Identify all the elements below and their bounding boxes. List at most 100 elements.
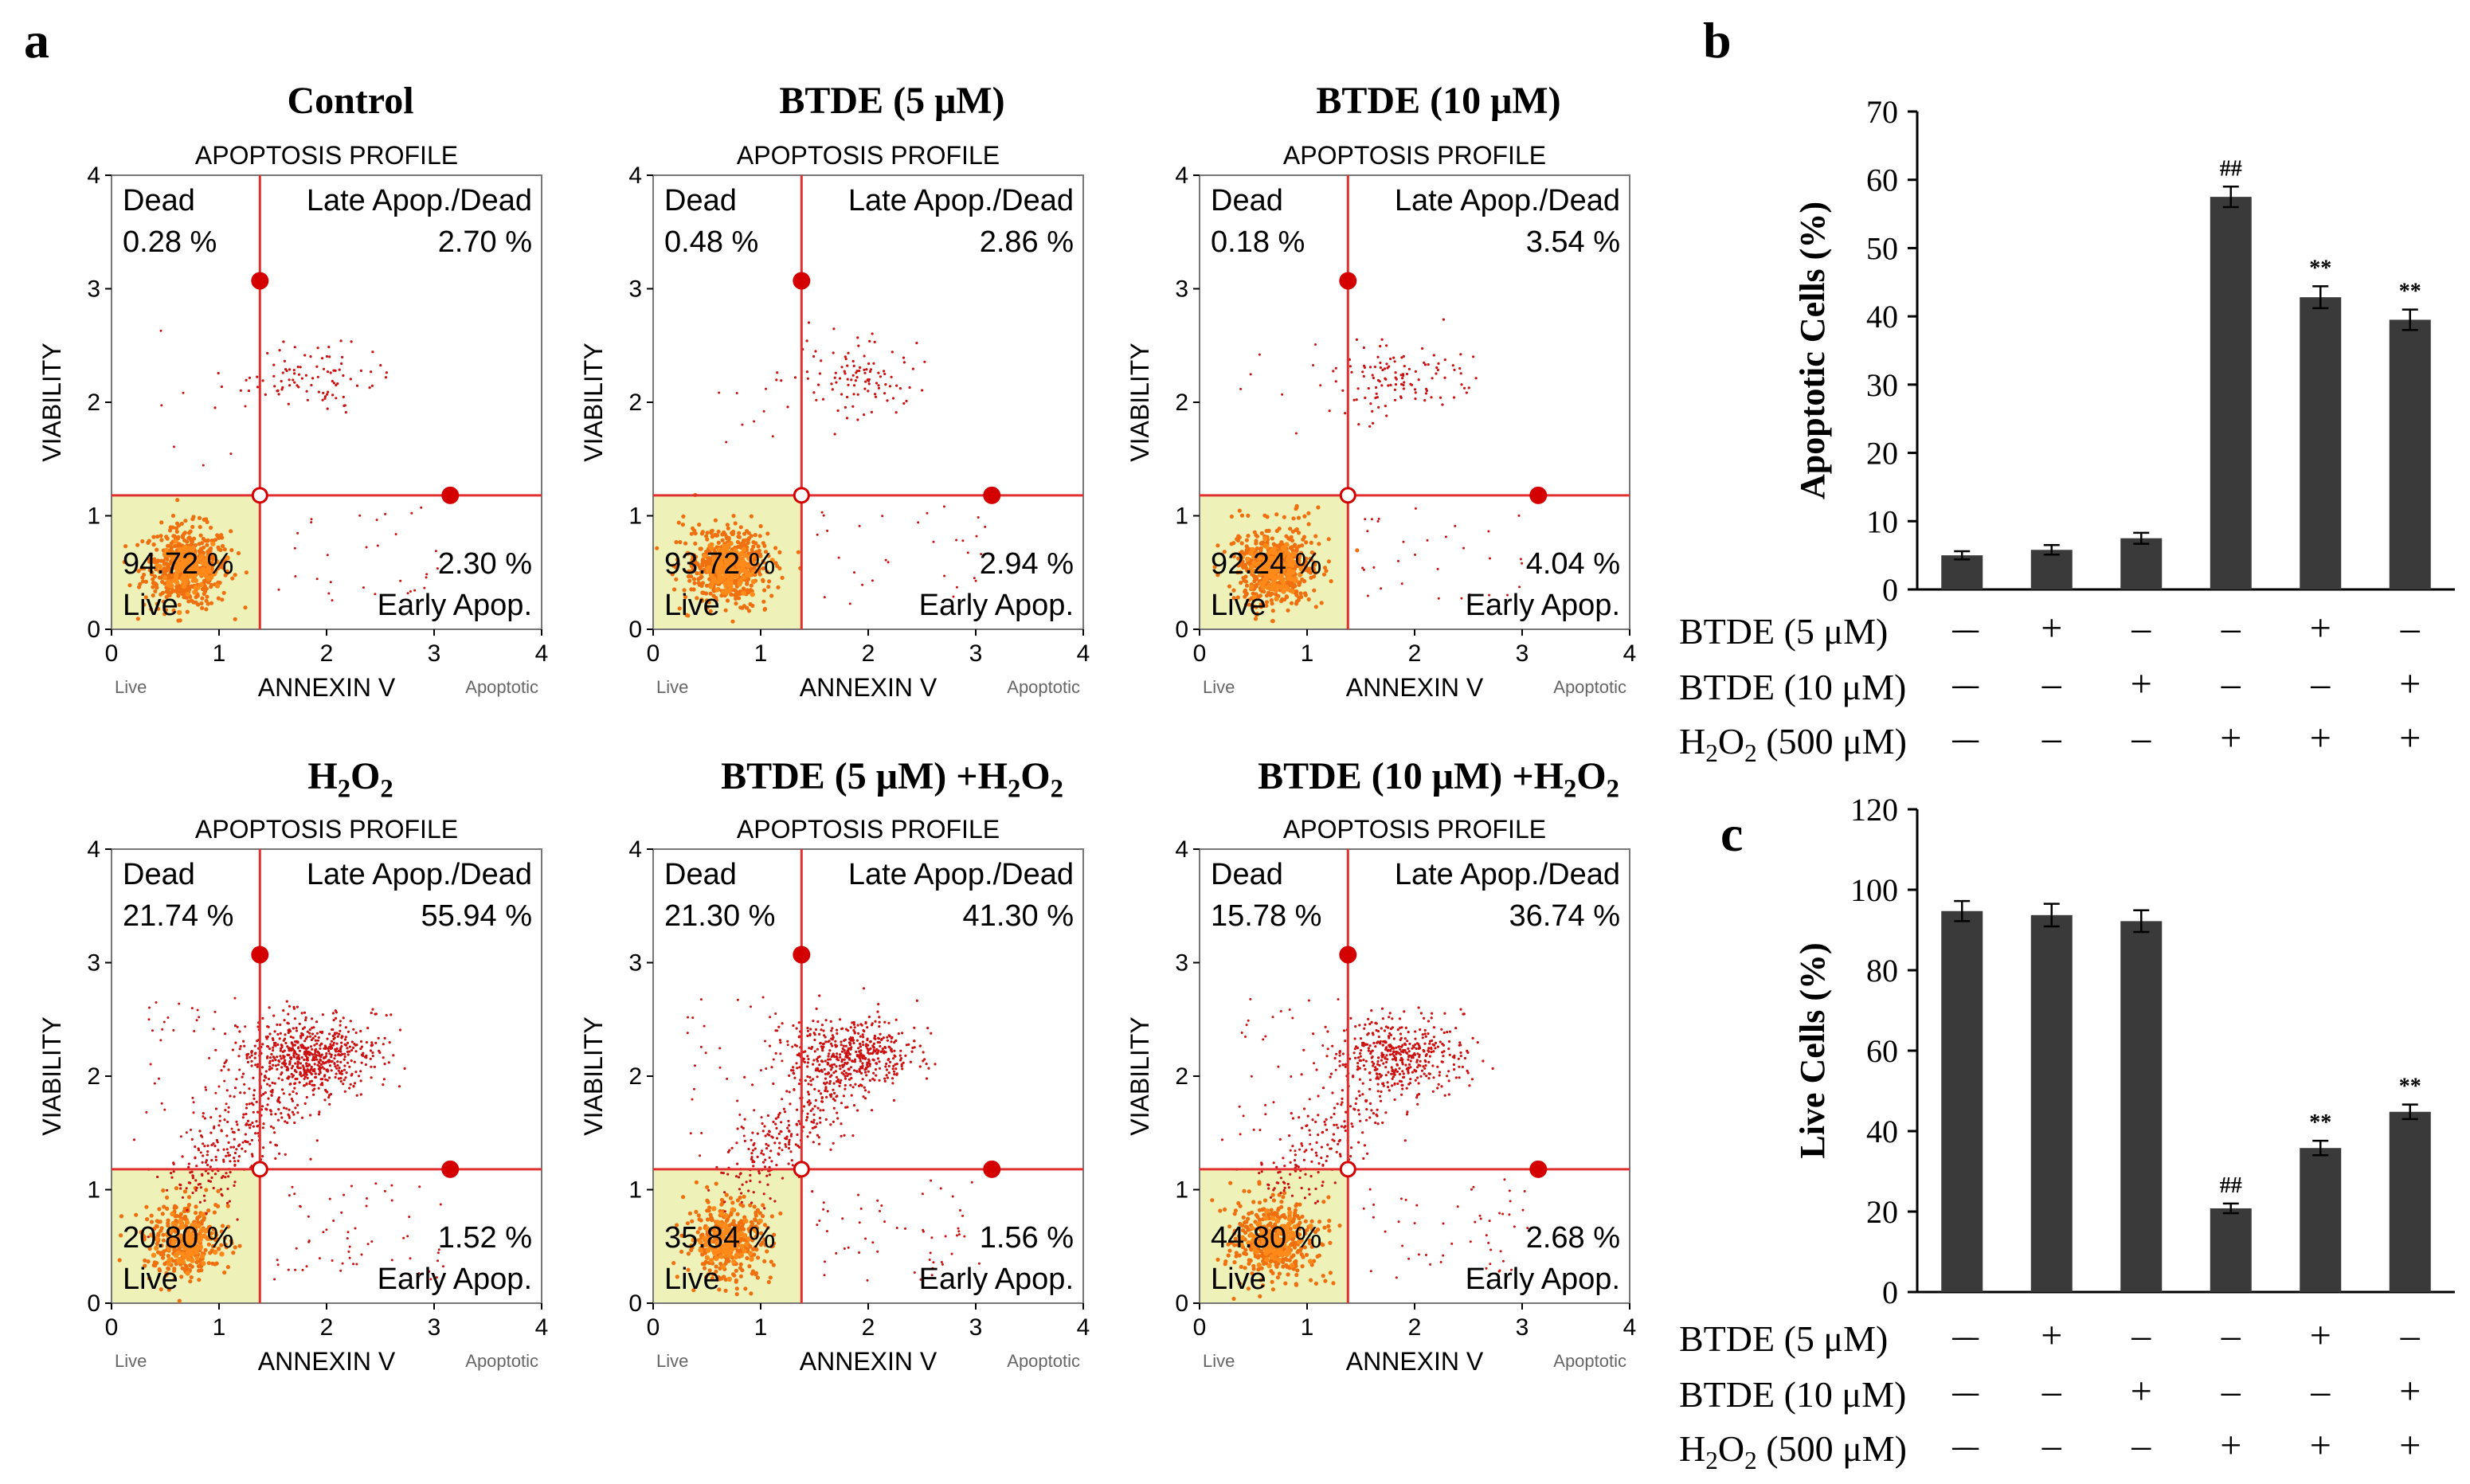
event-dot (859, 1045, 862, 1048)
event-dot (734, 596, 738, 601)
event-dot (297, 373, 301, 376)
event-dot (310, 521, 313, 524)
event-dot (831, 1063, 834, 1067)
event-dot (708, 1216, 713, 1221)
event-dot (179, 1187, 182, 1190)
event-dot (362, 586, 365, 589)
event-dot (314, 1039, 317, 1042)
event-dot (863, 413, 866, 417)
event-dot (200, 596, 205, 601)
event-dot (155, 547, 159, 552)
event-dot (840, 1102, 844, 1105)
event-dot (321, 1013, 324, 1016)
event-dot (1414, 370, 1417, 373)
event-dot (296, 384, 299, 387)
event-dot (885, 1074, 888, 1077)
event-dot (877, 386, 880, 390)
event-dot (279, 1049, 282, 1052)
event-dot (278, 349, 281, 352)
event-dot (857, 344, 860, 347)
event-dot (1239, 581, 1243, 585)
event-dot (225, 1172, 228, 1175)
event-dot (286, 1066, 289, 1069)
event-dot (145, 1110, 148, 1114)
event-dot (213, 406, 217, 409)
event-dot (864, 380, 867, 383)
event-dot (1332, 370, 1335, 373)
event-dot (175, 498, 180, 503)
event-dot (296, 1103, 299, 1106)
event-dot (289, 1036, 292, 1039)
event-dot (270, 1052, 273, 1056)
event-dot (199, 1186, 202, 1189)
event-dot (876, 1010, 879, 1013)
event-dot (728, 541, 734, 546)
event-dot (365, 546, 368, 549)
event-dot (867, 378, 871, 381)
event-dot (734, 1292, 739, 1297)
event-dot (1294, 599, 1299, 604)
event-dot (242, 1040, 245, 1043)
event-dot (725, 535, 730, 540)
event-dot (213, 1145, 217, 1148)
event-dot (913, 1026, 916, 1029)
event-dot (181, 1155, 184, 1158)
event-dot (737, 531, 742, 535)
event-dot (220, 543, 225, 549)
event-dot (197, 1147, 200, 1150)
event-dot (305, 1073, 308, 1076)
event-dot (272, 1014, 276, 1017)
event-dot (814, 1028, 818, 1032)
event-dot (1474, 377, 1478, 380)
event-dot (869, 368, 872, 371)
event-dot (1369, 402, 1372, 405)
event-dot (359, 1079, 362, 1083)
event-dot (774, 1122, 777, 1126)
event-dot (1521, 562, 1524, 565)
event-dot (193, 1030, 196, 1032)
event-dot (322, 391, 325, 394)
event-dot (885, 1068, 888, 1071)
event-dot (812, 1118, 816, 1122)
event-dot (1436, 567, 1439, 570)
profile-title: APOPTOSIS PROFILE (195, 815, 458, 844)
event-dot (182, 595, 186, 600)
event-dot (852, 393, 855, 396)
event-dot (370, 384, 374, 387)
event-dot (687, 1211, 693, 1216)
event-dot (252, 1110, 255, 1114)
event-dot (1357, 423, 1360, 426)
event-dot (766, 585, 771, 589)
event-dot (731, 1259, 737, 1265)
event-dot (827, 1040, 830, 1043)
y-tick-label: 4 (1175, 162, 1188, 189)
flow-plot-title: BTDE (10 μM) (1316, 80, 1560, 122)
event-dot (173, 445, 175, 448)
event-dot (343, 404, 346, 407)
event-dot (833, 1091, 836, 1094)
event-dot (196, 1008, 199, 1012)
event-dot (248, 376, 251, 379)
event-dot (343, 1068, 346, 1071)
event-dot (354, 1227, 357, 1230)
event-dot (840, 366, 844, 369)
event-dot (844, 1061, 847, 1065)
event-dot (826, 1090, 829, 1093)
event-dot (797, 1054, 800, 1057)
event-dot (859, 366, 862, 369)
event-dot (812, 391, 816, 394)
event-dot (743, 1075, 746, 1079)
event-dot (1349, 365, 1352, 368)
event-dot (194, 1260, 199, 1265)
event-dot (887, 1045, 891, 1048)
event-dot (752, 1204, 757, 1209)
event-dot (883, 372, 887, 376)
event-dot (327, 346, 331, 349)
event-dot (309, 1114, 312, 1117)
event-dot (823, 596, 826, 599)
event-dot (692, 581, 697, 585)
event-dot (1326, 559, 1331, 564)
gate-center-handle (251, 487, 268, 504)
event-dot (749, 1291, 754, 1296)
event-dot (341, 1035, 344, 1038)
